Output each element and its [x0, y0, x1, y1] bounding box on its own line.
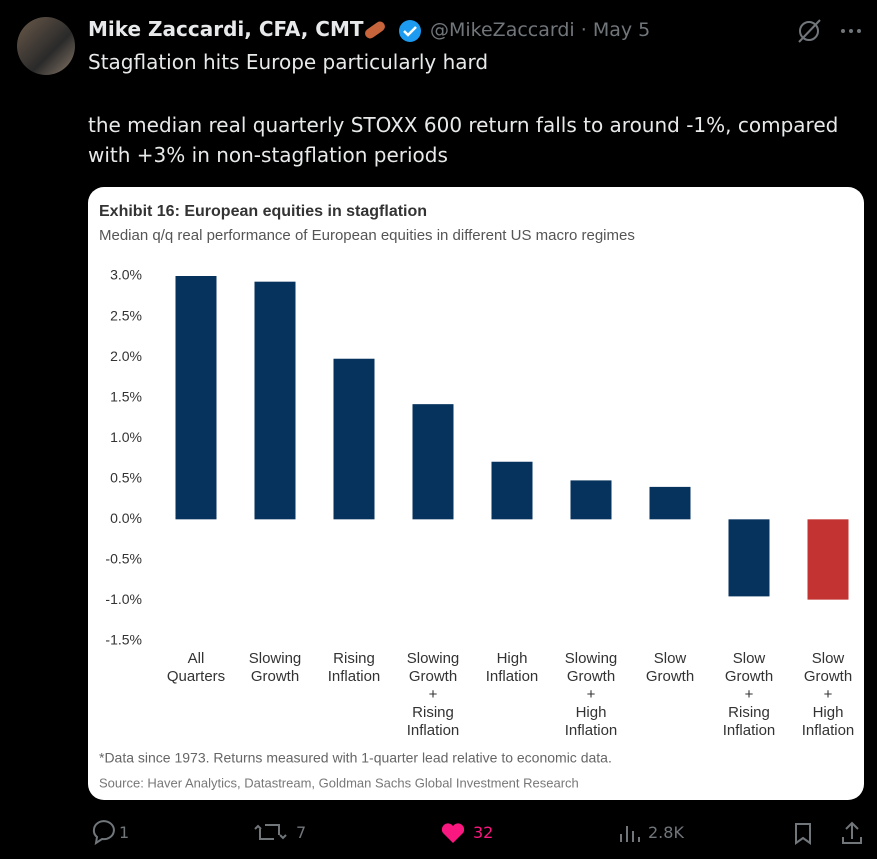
y-tick-label: 2.0%	[110, 348, 142, 364]
x-tick-label: +	[587, 686, 596, 703]
bar	[570, 480, 612, 520]
x-tick-label: +	[745, 686, 754, 703]
x-tick-label: Growth	[804, 668, 852, 685]
bar	[175, 276, 217, 520]
reply-icon[interactable]	[92, 820, 115, 846]
x-tick-label: Slowing	[249, 650, 302, 667]
x-tick-label: Growth	[567, 668, 615, 685]
x-tick-label: Slow	[654, 650, 687, 667]
x-tick-label: Inflation	[723, 722, 776, 739]
handle[interactable]: @MikeZaccardi	[430, 19, 575, 41]
tweet-text: Stagflation hits Europe particularly har…	[88, 50, 489, 74]
x-tick-label: Slow	[812, 650, 845, 667]
tweet-text: the median real quarterly STOXX 600 retu…	[88, 113, 839, 167]
x-tick-label: High	[813, 704, 844, 721]
share-icon[interactable]	[842, 821, 862, 844]
reply-count[interactable]: 1	[119, 823, 130, 842]
x-tick-label: +	[429, 686, 438, 703]
repost-icon[interactable]	[254, 824, 287, 840]
author-name[interactable]: Mike Zaccardi, CFA, CMT	[88, 17, 364, 41]
y-tick-label: -1.0%	[105, 591, 142, 607]
x-tick-label: Inflation	[486, 668, 539, 685]
date[interactable]: May 5	[592, 19, 651, 41]
bar	[649, 486, 691, 520]
x-tick-label: Rising	[412, 704, 454, 721]
x-tick-label: Slowing	[407, 650, 460, 667]
x-tick-label: Rising	[728, 704, 770, 721]
bar	[254, 281, 296, 520]
x-tick-label: Inflation	[328, 668, 381, 685]
like-icon[interactable]	[441, 823, 465, 843]
x-tick-label: Growth	[646, 668, 694, 685]
x-tick-label: High	[576, 704, 607, 721]
bar	[728, 519, 770, 597]
bar	[333, 358, 375, 520]
x-tick-label: High	[497, 650, 528, 667]
x-tick-label: Inflation	[407, 722, 460, 739]
like-count[interactable]: 32	[473, 823, 494, 842]
y-tick-label: 1.5%	[110, 388, 142, 404]
separator: ·	[580, 19, 587, 41]
x-tick-label: Rising	[333, 650, 375, 667]
x-tick-label: Growth	[725, 668, 773, 685]
chart-title: Exhibit 16: European equities in stagfla…	[99, 203, 427, 220]
repost-count[interactable]: 7	[296, 823, 307, 842]
x-tick-label: +	[824, 686, 833, 703]
y-tick-label: 3.0%	[110, 267, 142, 283]
x-tick-label: Slowing	[565, 650, 618, 667]
bookmark-icon[interactable]	[795, 823, 811, 845]
x-tick-label: All	[188, 650, 205, 667]
header-icons	[798, 19, 861, 43]
bar	[491, 461, 533, 520]
y-tick-label: 2.5%	[110, 307, 142, 323]
y-tick-label: 0.5%	[110, 469, 142, 485]
view-count[interactable]: 2.8K	[648, 823, 684, 842]
x-tick-label: Slow	[733, 650, 766, 667]
footnote: *Data since 1973. Returns measured with …	[99, 750, 612, 766]
meta: @MikeZaccardi · May 5	[430, 19, 650, 41]
x-tick-label: Quarters	[167, 668, 225, 685]
views-icon[interactable]	[620, 826, 640, 842]
bar	[807, 519, 849, 600]
x-tick-label: Growth	[251, 668, 299, 685]
x-tick-label: Inflation	[802, 722, 855, 739]
x-tick-label: Inflation	[565, 722, 618, 739]
chart-subtitle: Median q/q real performance of European …	[99, 227, 635, 244]
y-tick-label: -1.5%	[105, 632, 142, 648]
source: Source: Haver Analytics, Datastream, Gol…	[99, 775, 579, 790]
y-tick-label: -0.5%	[105, 551, 142, 567]
x-tick-label: Growth	[409, 668, 457, 685]
y-tick-label: 1.0%	[110, 429, 142, 445]
y-tick-label: 0.0%	[110, 510, 142, 526]
bar	[412, 404, 454, 520]
avatar[interactable]	[17, 17, 75, 75]
action-icons	[92, 820, 862, 846]
badges	[365, 20, 421, 42]
